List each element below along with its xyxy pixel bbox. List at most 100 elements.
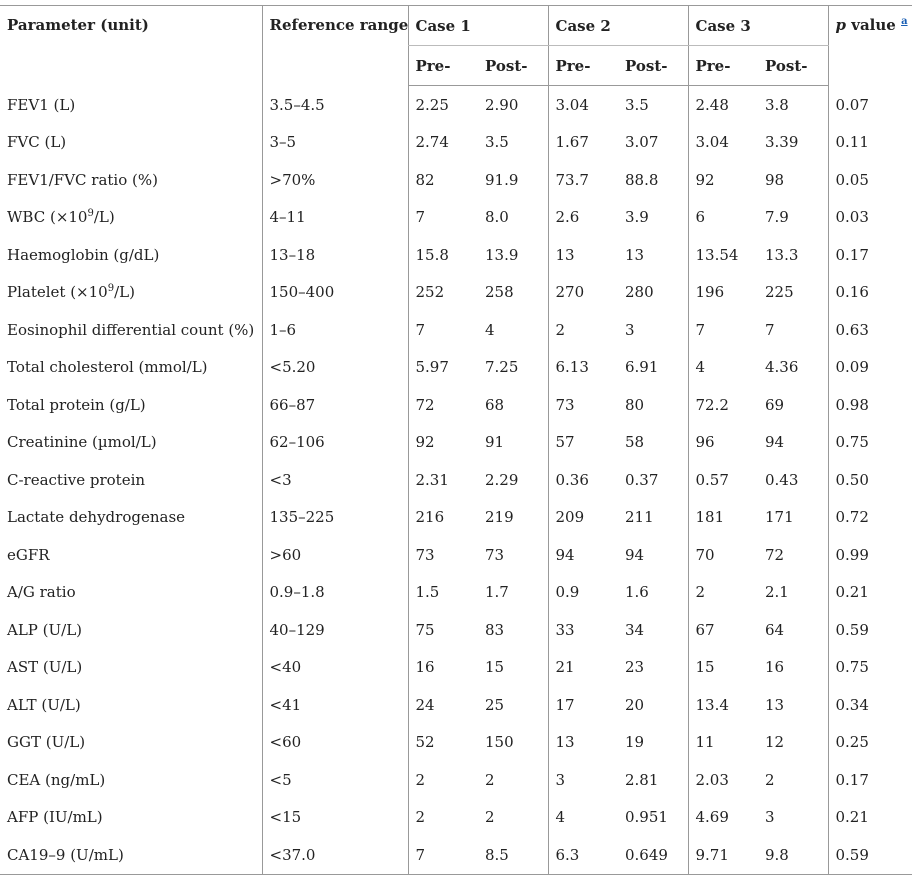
table-cell: 2.74 [407, 123, 478, 161]
table-cell: <3 [261, 461, 408, 499]
table-cell: 73 [547, 386, 618, 424]
table-cell: 2.81 [625, 770, 659, 789]
table-cell: >70% [261, 161, 408, 199]
table-cell: 5.97 [407, 348, 478, 386]
table-row: WBC (×109/L) 4–11 7 8.0 2.6 3.9 6 7.9 0.03 [0, 198, 912, 237]
table-cell: 280 [625, 283, 654, 302]
table-cell: 0.59 [827, 611, 912, 649]
table-cell: 3.04 [547, 85, 618, 124]
sub-header: Post- [618, 45, 688, 86]
table-cell: 15.8 [407, 236, 478, 274]
table-cell: Total cholesterol (mmol/L) [7, 358, 208, 377]
table-cell: Platelet (×109/L) [0, 274, 262, 312]
table-cell: 0.649 [625, 845, 668, 864]
table-cell: 0.17 [827, 236, 912, 274]
table-cell: 0.63 [827, 311, 912, 349]
table-cell: 3–5 [261, 123, 408, 161]
table-row: A/G ratio 0.9–1.8 1.5 1.7 0.9 1.6 2 2.1 0.21 [0, 573, 912, 611]
table-cell: 9.71 [687, 836, 758, 874]
table-cell: 62–106 [261, 423, 408, 461]
table-cell: >60 [261, 536, 408, 574]
table-cell: 91.9 [485, 170, 519, 189]
table-cell: 0.21 [827, 573, 912, 611]
table-cell: 72 [407, 386, 478, 424]
table-cell: 209 [547, 498, 618, 536]
table-cell: 7 [407, 836, 478, 874]
table-cell: 0.57 [687, 461, 758, 499]
table-cell: 0.72 [827, 498, 912, 536]
table-cell: 20 [625, 695, 645, 714]
table-cell: 33 [547, 611, 618, 649]
table-cell: 72 [765, 545, 785, 564]
table-cell: 64 [765, 620, 785, 639]
table-row: CA19–9 (U/mL) <37.0 7 8.5 6.3 0.649 9.71 9.8 0.5… [0, 836, 912, 874]
table-cell: 8.0 [485, 208, 509, 227]
table-cell: 13.4 [687, 686, 758, 724]
table-row: CEA (ng/mL) <5 2 2 3 2.81 2.03 2 0.17 [0, 761, 912, 799]
table-cell: 2 [485, 770, 495, 789]
table-row: Lactate dehydrogenase 135–225 216 219 209 211… [0, 498, 912, 536]
table-cell: 1.67 [547, 123, 618, 161]
table-cell: 0.09 [827, 348, 912, 386]
table-cell: 2 [407, 761, 478, 799]
table-cell: 4–11 [261, 198, 408, 236]
table-cell: 66–87 [261, 386, 408, 424]
table-cell: 1.7 [485, 583, 509, 602]
table-cell: 73 [485, 545, 505, 564]
table-cell: 219 [485, 508, 514, 527]
table-cell: 150 [485, 733, 514, 752]
table-cell: 0.21 [827, 798, 912, 836]
table-row: GGT (U/L) <60 52 150 13 19 11 12 0.25 [0, 723, 912, 761]
table-cell: WBC (×109/L) [0, 199, 262, 237]
table-cell: 0.98 [827, 386, 912, 424]
table-row: Haemoglobin (g/dL) 13–18 15.8 13.9 13 13 13.54… [0, 236, 912, 274]
table-cell: 88.8 [625, 170, 659, 189]
table-cell: eGFR [7, 545, 50, 564]
table-cell: <15 [261, 798, 408, 836]
sub-header: Pre- [687, 45, 758, 86]
table-cell: 4.69 [687, 798, 758, 836]
table-cell: 1.5 [407, 573, 478, 611]
table-cell: 4 [547, 798, 618, 836]
table-body: FEV1 (L) 3.5–4.5 2.25 2.90 3.04 3.5 2.48 3.8 0.0… [0, 85, 912, 874]
table-cell: 13 [765, 695, 785, 714]
table-cell: 211 [625, 508, 654, 527]
table-cell: 2.03 [687, 761, 758, 799]
table-cell: 3.9 [625, 208, 649, 227]
table-cell: 9.8 [765, 845, 789, 864]
table-cell: 75 [407, 611, 478, 649]
table-cell: 2.6 [547, 198, 618, 236]
table-cell: 21 [547, 648, 618, 686]
footnote-sup: a [901, 16, 907, 27]
cell-text: /L) [93, 208, 115, 227]
table-cell: AFP (IU/mL) [7, 808, 103, 827]
table-cell: ALT (U/L) [7, 695, 81, 714]
table-cell: 7 [765, 320, 775, 339]
table-cell: 3.5–4.5 [261, 85, 408, 124]
table-cell: GGT (U/L) [7, 733, 86, 752]
table-cell: 150–400 [261, 273, 408, 311]
sub-header: Pre- [407, 45, 478, 86]
case-header: Case 2 [547, 5, 688, 46]
table-cell: 13 [625, 245, 645, 264]
table-cell: 68 [485, 395, 505, 414]
table-cell: 92 [407, 423, 478, 461]
table-cell: 216 [407, 498, 478, 536]
footnote-link[interactable]: a [901, 16, 908, 27]
table-cell: 0.05 [827, 161, 912, 199]
header-cell: Parameter (unit) [7, 16, 149, 34]
table-cell: 98 [765, 170, 785, 189]
sub-header: Post- [478, 45, 548, 86]
table-cell: 7.9 [765, 208, 789, 227]
table-cell: 3.8 [765, 95, 789, 114]
table-cell: Creatinine (µmol/L) [7, 433, 157, 452]
table-cell: 4.36 [765, 358, 799, 377]
table-cell: 12 [765, 733, 785, 752]
table-cell: C-reactive protein [7, 470, 146, 489]
table-cell: 1–6 [261, 311, 408, 349]
table-cell: <5.20 [261, 348, 408, 386]
table-cell: 7 [687, 311, 758, 349]
table-cell: 3.5 [485, 133, 509, 152]
table-row: Platelet (×109/L) 150–400 252 258 270 280 196 2… [0, 273, 912, 312]
